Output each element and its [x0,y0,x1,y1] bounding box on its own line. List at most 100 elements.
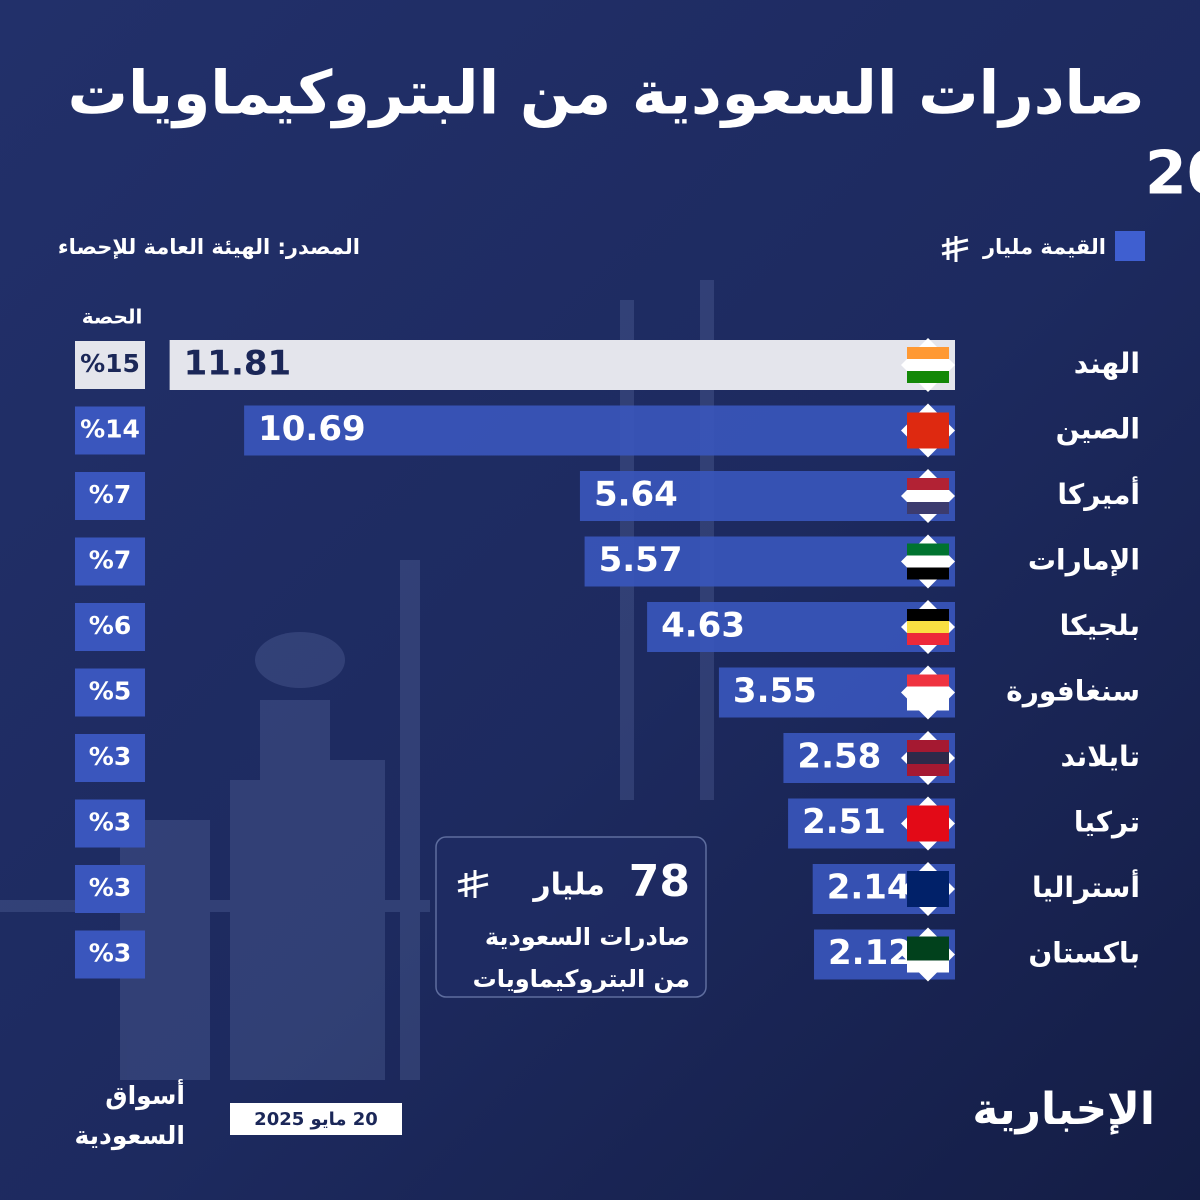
riyal-symbol [457,870,489,898]
bar [244,405,956,456]
share-label: %3 [89,939,131,968]
share-box [75,537,145,586]
flag [901,796,955,851]
total-box [435,836,707,998]
flag-band [907,871,949,883]
date: 20 مايو 2025 [254,1109,378,1130]
flag-band [907,555,949,568]
flag-band [907,490,949,502]
category-label: الهند [1074,347,1140,380]
flag-band [907,686,949,699]
value-label: 3.55 [733,671,817,711]
flag-band [907,502,949,514]
flag-band [907,567,949,580]
share-box [75,668,145,717]
flag-band [907,948,949,961]
category-label: الإمارات [1028,544,1140,577]
value-label: 2.58 [797,737,881,777]
flag [901,469,955,523]
share-box [75,603,145,651]
legend-swatch [1115,231,1145,261]
share-box [75,930,145,979]
flag-band [907,424,949,437]
bar [579,471,955,521]
footer-brand-1: أسواق [105,1079,185,1111]
share-label: %7 [89,546,131,575]
flag-band [907,633,949,645]
category-label: أميركا [1057,476,1140,511]
flag-band [907,764,949,776]
bar [584,536,955,587]
share-label: %6 [89,611,131,640]
category-label: تركيا [1074,806,1140,839]
total-unit: مليار [531,868,605,903]
share-label: %7 [89,480,131,509]
flag-band [907,621,949,633]
flag-band [907,478,949,490]
title-line-2: خلال 2024 [1145,139,1200,209]
flag-band [907,698,949,711]
logo: الإخبارية [972,1084,1155,1135]
flag [901,665,955,720]
flag [901,534,955,589]
value-label: 5.57 [599,540,683,580]
share-box [75,406,145,455]
flag-band [907,436,949,449]
value-label: 5.64 [594,475,678,515]
category-label: باكستان [1028,937,1140,970]
flag-band [907,752,949,764]
footer-brand-2: السعودية [74,1121,185,1151]
share-label: %3 [89,808,131,837]
bar [169,340,955,390]
share-label: %5 [89,677,131,706]
share-header: الحصة [82,305,143,329]
flag-band [907,895,949,907]
total-value: 78 [629,856,690,907]
category-label: سنغافورة [1006,675,1140,708]
flag-band [907,609,949,621]
flag [901,927,955,982]
category-label: تايلاند [1061,740,1141,773]
flag-band [907,371,949,383]
total-line-2: من البتروكيماويات [473,965,690,993]
flag-band [907,805,949,818]
value-label: 10.69 [258,409,366,449]
total-line-1: صادرات السعودية [485,923,690,951]
share-label: %14 [80,415,140,444]
share-label: %3 [89,742,131,771]
flag-band [907,412,949,425]
flag-band [907,817,949,830]
flag-band [907,960,949,973]
value-label: 2.14 [827,868,911,908]
share-label: %15 [80,349,140,378]
value-label: 2.12 [828,933,912,973]
value-label: 2.51 [802,802,886,842]
source: المصدر: الهيئة العامة للإحصاء [58,235,360,259]
flag-band [907,674,949,687]
category-label: أستراليا [1032,869,1140,904]
flag-band [907,883,949,895]
category-label: الصين [1056,413,1140,446]
share-box [75,865,145,913]
share-label: %3 [89,873,131,902]
share-box [75,799,145,848]
date-box [230,1103,402,1135]
title-line-1: صادرات السعودية من البتروكيماويات [68,59,1145,129]
flag-band [907,740,949,752]
flag-band [907,359,949,371]
flag-band [907,543,949,556]
category-label: بلجيكا [1060,609,1140,642]
share-box [75,472,145,520]
share-box [75,341,145,389]
flag [901,731,955,785]
flag [901,338,955,392]
flag-band [907,829,949,842]
flag-band [907,936,949,949]
flag-band [907,347,949,359]
value-label: 11.81 [184,344,292,384]
flag [901,600,955,654]
value-label: 4.63 [661,606,745,646]
flag [901,862,955,916]
